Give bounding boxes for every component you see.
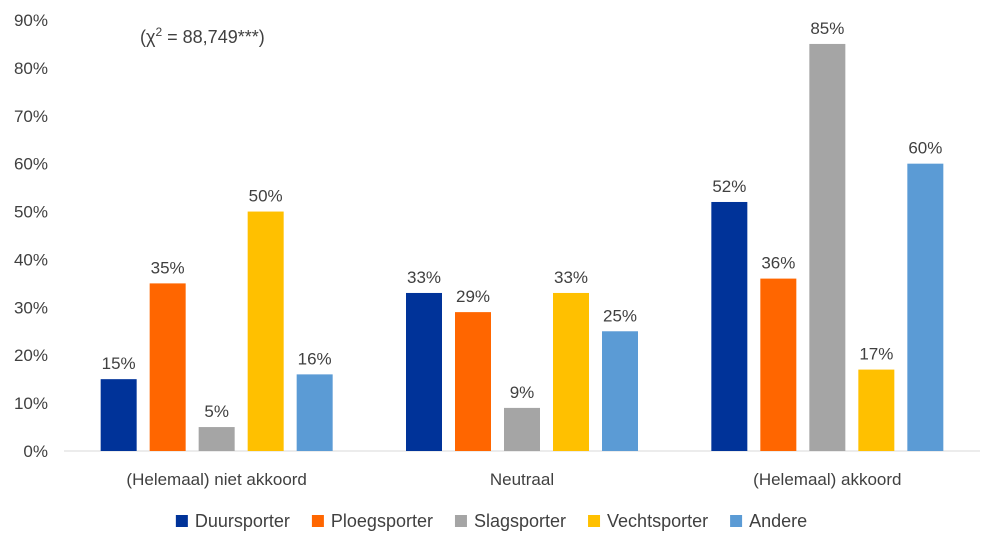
bar (809, 43, 846, 451)
chi-square-annotation: (χ2 = 88,749***) (140, 25, 265, 47)
legend-item: Duursporter (175, 511, 290, 531)
data-label: 33% (554, 268, 588, 287)
bar (553, 292, 589, 451)
bar (504, 407, 540, 451)
bar (455, 312, 491, 451)
annotation-suffix: = 88,749***) (162, 27, 265, 47)
y-tick-label: 80% (14, 59, 48, 78)
category-label: (Helemaal) akkoord (753, 470, 901, 489)
annotation-superscript: 2 (155, 25, 162, 39)
data-label: 29% (456, 287, 490, 306)
y-tick-label: 50% (14, 203, 48, 222)
data-label: 52% (712, 177, 746, 196)
data-labels-group: 15% 35% 5% 50% 16% 33% 29% 9% 33% 25% 52% 36% 85% 17%… (102, 19, 943, 421)
data-label: 25% (603, 306, 637, 325)
legend-item: Ploegsporter (311, 511, 433, 531)
legend: Duursporter Ploegsporter Slagsporter Vechts… (175, 511, 807, 531)
bar (760, 278, 797, 451)
data-label: 5% (204, 402, 229, 421)
legend-swatch (175, 515, 188, 527)
data-label: 9% (510, 383, 535, 402)
bar (907, 163, 944, 451)
bar (100, 379, 137, 451)
legend-label: Andere (749, 511, 807, 531)
bar (406, 292, 442, 451)
legend-item: Andere (730, 511, 807, 531)
legend-label: Vechtsporter (607, 511, 708, 531)
bar (711, 201, 748, 451)
data-label: 36% (761, 254, 795, 273)
y-tick-label: 10% (14, 394, 48, 413)
legend-label: Duursporter (195, 511, 290, 531)
data-label: 33% (407, 268, 441, 287)
data-label: 15% (102, 354, 136, 373)
data-label: 17% (859, 345, 893, 364)
y-tick-label: 90% (14, 11, 48, 30)
bar (149, 283, 186, 451)
data-label: 35% (151, 258, 185, 277)
legend-item: Vechtsporter (588, 511, 708, 531)
legend-swatch (454, 515, 467, 527)
category-label: Neutraal (490, 470, 554, 489)
y-axis-ticks: 0% 10% 20% 30% 40% 50% 60% 70% 80% 90% (14, 11, 48, 461)
legend-swatch (311, 515, 324, 527)
y-tick-label: 60% (14, 155, 48, 174)
legend-swatch (588, 515, 601, 527)
bars-group (100, 43, 944, 451)
legend-swatch (730, 515, 743, 527)
annotation-prefix: (χ (140, 27, 156, 47)
legend-item: Slagsporter (454, 511, 566, 531)
bar (602, 331, 638, 451)
y-tick-label: 0% (23, 442, 48, 461)
bar (296, 374, 333, 451)
legend-label: Ploegsporter (331, 511, 433, 531)
data-label: 16% (298, 349, 332, 368)
category-label: (Helemaal) niet akkoord (126, 470, 306, 489)
bar (198, 427, 235, 451)
y-tick-label: 30% (14, 298, 48, 317)
data-label: 85% (810, 19, 844, 38)
y-tick-label: 70% (14, 107, 48, 126)
y-tick-label: 20% (14, 346, 48, 365)
legend-label: Slagsporter (474, 511, 566, 531)
data-label: 60% (908, 139, 942, 158)
bar (247, 211, 284, 451)
data-label: 50% (249, 187, 283, 206)
bar (858, 369, 895, 451)
y-tick-label: 40% (14, 250, 48, 269)
category-labels: (Helemaal) niet akkoord Neutraal (Helemaal… (126, 470, 901, 489)
